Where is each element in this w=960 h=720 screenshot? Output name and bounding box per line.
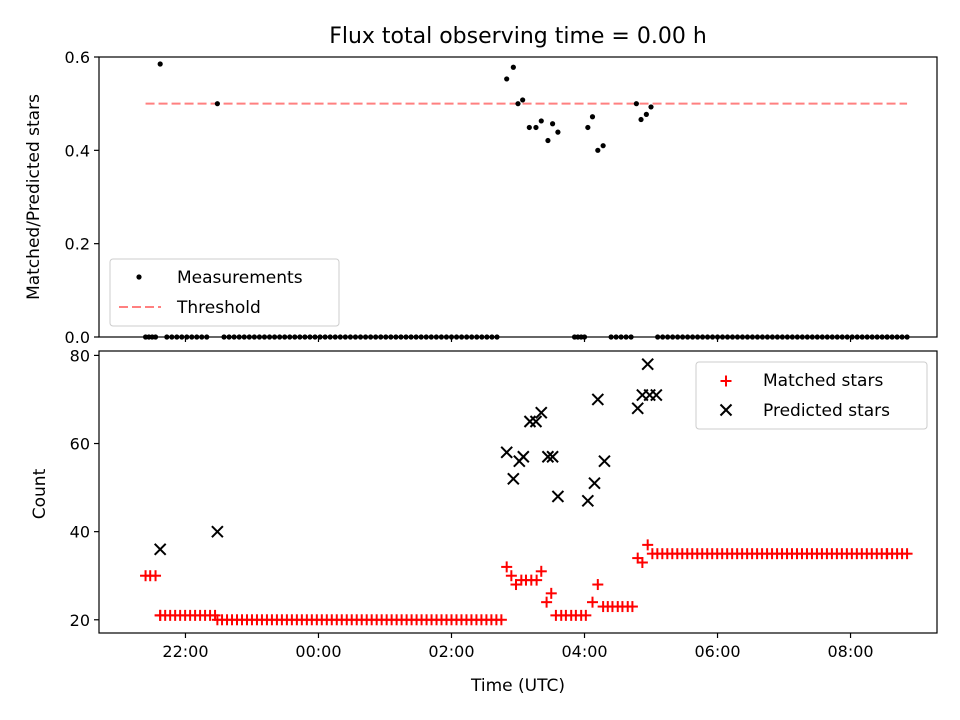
bottom-panel: 20 40 60 80 22:00 00:00 02:00 04:00 06:00 08:00 Ma… <box>30 346 938 696</box>
matched-star-point <box>541 596 553 608</box>
measurement-point <box>589 114 596 120</box>
legend-measurements-marker <box>136 274 142 280</box>
top-y-tick-label: 0.4 <box>65 141 90 160</box>
matched-star-point <box>531 574 543 586</box>
bottom-y-tick-label: 20 <box>70 611 90 630</box>
top-y-tick-label: 0.6 <box>65 48 90 67</box>
bottom-x-tick-label: 06:00 <box>694 642 740 661</box>
bottom-legend-box <box>695 361 928 430</box>
bottom-legend: Matched stars Predicted stars <box>695 361 928 430</box>
top-plot-area: 0.0 0.2 0.4 0.6 Measurements Threshold <box>65 48 938 347</box>
measurement-point <box>643 111 649 117</box>
predicted-star-point <box>500 446 513 459</box>
legend-matched-label: Matched stars <box>763 371 883 391</box>
top-frame <box>98 56 938 338</box>
measurement-point <box>520 97 526 103</box>
matched-star-point <box>586 596 598 608</box>
chart-title: Flux total observing time = 0.00 h <box>329 24 707 49</box>
legend-predicted-marker <box>719 403 733 417</box>
x-axis-label: Time (UTC) <box>470 676 565 696</box>
bottom-y-tick-label: 60 <box>70 435 90 454</box>
bottom-frame <box>98 350 938 634</box>
matched-star-point <box>535 565 547 577</box>
predicted-star-point <box>551 490 565 503</box>
predicted-star-point <box>535 406 548 419</box>
matched-star-point <box>642 539 654 551</box>
matched-star-point <box>495 614 507 626</box>
matched-star-point <box>626 601 638 613</box>
top-panel: 0.0 0.2 0.4 0.6 Measurements Threshold Matche… <box>24 48 938 347</box>
measurement-point <box>638 116 644 123</box>
predicted-star-point <box>631 402 644 415</box>
measurement-point <box>510 64 516 70</box>
matched-star-point <box>209 609 221 621</box>
measurement-point <box>595 147 601 153</box>
measurement-point <box>585 124 591 131</box>
matched-star-point <box>592 579 604 591</box>
bottom-x-tick-label: 02:00 <box>428 642 474 661</box>
legend-measurements-label: Measurements <box>177 268 303 288</box>
measurement-point <box>549 121 556 127</box>
predicted-star-point <box>541 450 555 463</box>
matched-star-point <box>501 561 513 573</box>
bottom-x-tick-label: 08:00 <box>827 642 873 661</box>
measurement-point <box>214 101 220 107</box>
measurement-point <box>538 118 544 124</box>
predicted-star-point <box>546 450 559 463</box>
top-y-axis-label: Matched/Predicted stars <box>24 94 44 300</box>
top-y-tick-label: 0.0 <box>65 328 90 347</box>
measurement-point <box>157 61 163 67</box>
bottom-y-axis-label: Count <box>30 468 50 519</box>
matched-star-point <box>545 587 557 599</box>
predicted-star-point <box>598 454 611 468</box>
bottom-x-tick-label: 00:00 <box>295 642 341 661</box>
legend-threshold-label: Threshold <box>176 298 261 318</box>
measurement-point <box>526 124 532 131</box>
top-legend: Measurements Threshold <box>109 258 340 327</box>
measurement-point <box>555 129 561 135</box>
predicted-star-point <box>641 358 654 371</box>
predicted-star-point <box>529 415 543 428</box>
matched-star-point <box>150 570 162 582</box>
predicted-star-point <box>211 525 224 538</box>
predicted-star-point <box>581 494 595 508</box>
measurement-point <box>648 104 654 110</box>
predicted-star-point <box>650 388 663 402</box>
legend-predicted-label: Predicted stars <box>763 401 890 421</box>
predicted-star-point <box>588 476 601 490</box>
bottom-y-tick-label: 80 <box>70 346 90 365</box>
predicted-star-point <box>153 543 167 556</box>
matched-star-point <box>901 548 913 560</box>
top-y-tick-label: 0.2 <box>65 235 90 254</box>
measurement-point <box>600 143 606 149</box>
matched-star-point <box>636 557 648 568</box>
bottom-x-tick-label: 04:00 <box>561 642 607 661</box>
predicted-star-point <box>517 450 530 463</box>
measurement-point <box>545 137 551 144</box>
measurement-point <box>504 76 510 82</box>
measurement-point <box>533 124 539 131</box>
top-legend-box <box>109 258 340 327</box>
matched-star-point <box>505 570 517 582</box>
legend-matched-marker <box>720 375 732 387</box>
bottom-y-tick-label: 40 <box>70 523 90 542</box>
matched-star-point <box>580 609 592 621</box>
bottom-x-tick-label: 22:00 <box>162 642 208 661</box>
predicted-star-point <box>507 472 520 485</box>
predicted-star-point <box>591 393 605 406</box>
measurement-point <box>633 101 639 107</box>
bottom-marks <box>140 358 913 626</box>
bottom-plot-area: 20 40 60 80 22:00 00:00 02:00 04:00 06:00 08:00 Ma… <box>70 346 938 661</box>
measurement-point <box>515 101 521 107</box>
